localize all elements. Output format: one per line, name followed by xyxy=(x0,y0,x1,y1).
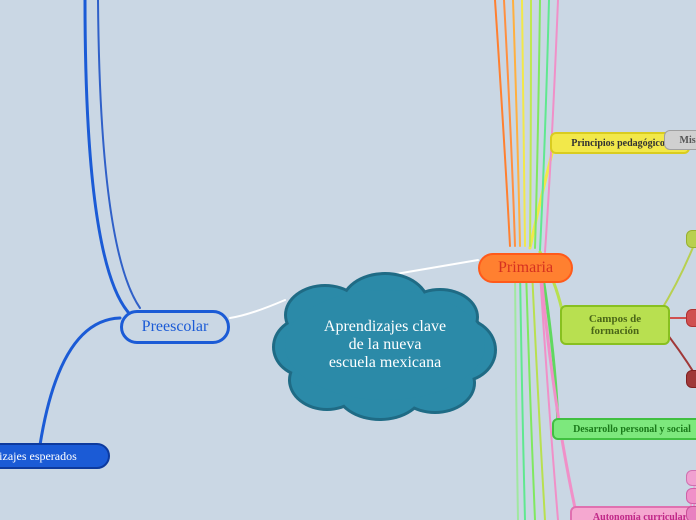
edge xyxy=(660,240,696,312)
node-l_node[interactable]: L xyxy=(686,230,696,248)
edge xyxy=(545,0,558,252)
node-m_node[interactable]: M xyxy=(686,309,696,327)
edge xyxy=(230,300,285,318)
edge xyxy=(515,270,518,520)
node-primaria[interactable]: Primaria xyxy=(478,253,573,283)
edge xyxy=(98,0,140,308)
node-desarrollo[interactable]: Desarrollo personal y social xyxy=(552,418,696,440)
edge xyxy=(520,270,525,520)
center-label: Aprendizajes clave de la nueva escuela m… xyxy=(285,290,485,400)
node-c_node[interactable]: C xyxy=(686,370,696,388)
node-aprendizajes_esp[interactable]: dizajes esperados xyxy=(0,443,110,469)
edge xyxy=(495,0,510,246)
node-n_node[interactable]: N xyxy=(686,506,696,520)
node-mision[interactable]: Misi xyxy=(664,130,696,150)
node-autonomia[interactable]: Autonomía curricular xyxy=(570,506,696,520)
node-campos[interactable]: Campos de formación xyxy=(560,305,670,345)
node-p_node[interactable]: P xyxy=(686,488,696,504)
node-a_node[interactable]: A xyxy=(686,470,696,486)
mindmap-canvas xyxy=(0,0,696,520)
edge xyxy=(522,0,525,246)
edge xyxy=(40,318,120,445)
edge xyxy=(390,260,478,275)
edge xyxy=(530,0,531,246)
node-preescolar[interactable]: Preescolar xyxy=(120,310,230,344)
